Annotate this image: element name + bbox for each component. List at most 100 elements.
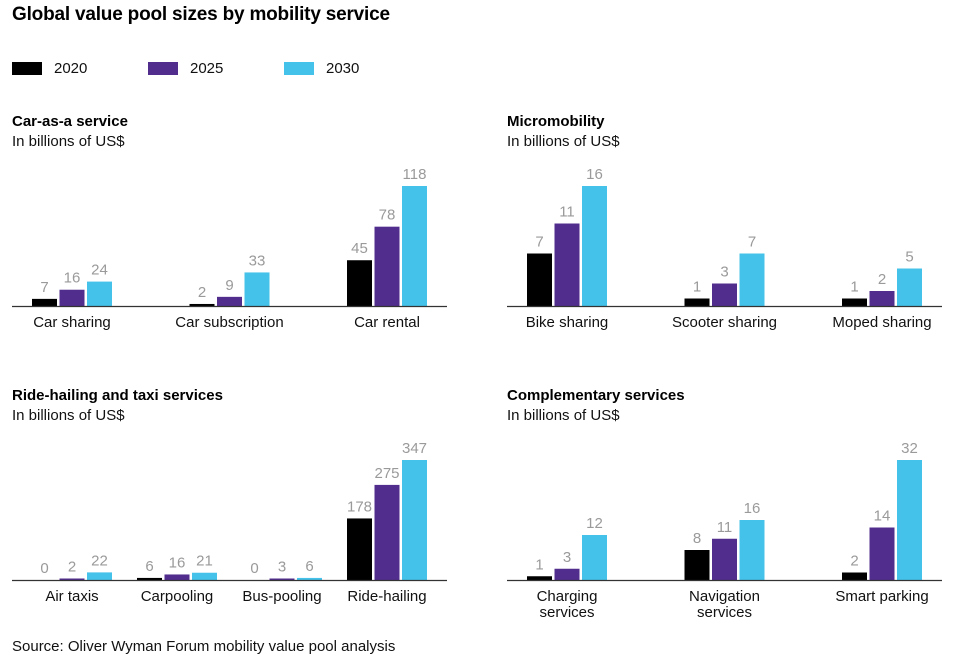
- bar-2030: [87, 572, 112, 580]
- data-label: 33: [249, 252, 266, 269]
- data-label: 178: [347, 498, 372, 515]
- bar-2030: [244, 272, 270, 306]
- bar-2025: [269, 578, 295, 580]
- data-label: 5: [905, 249, 913, 266]
- bar-group-charging-services: 1 3 12: [527, 515, 607, 580]
- bar-chart-svg: 7 16 24 Car sharing 2 9 33 Car subscription 45 78…: [12, 166, 447, 331]
- bar-group-bike-sharing: 7 11 16: [527, 166, 607, 306]
- bar-2025: [869, 291, 895, 306]
- bar-2030: [739, 520, 765, 580]
- bar-group-car-subscription: 2 9 33: [189, 252, 270, 306]
- data-label: 21: [196, 553, 213, 570]
- category-label: Ride-hailing: [347, 588, 426, 605]
- bar-2025: [374, 226, 400, 306]
- category-label: Navigation: [689, 588, 760, 605]
- panel-ride-hailing: Ride-hailing and taxi services In billio…: [12, 387, 452, 637]
- bar-group-carpooling: 6 16 21: [137, 553, 217, 580]
- data-label: 32: [901, 440, 918, 457]
- panel-complementary-services: Complementary services In billions of US…: [507, 387, 947, 637]
- bar-2020: [842, 572, 867, 580]
- bar-2025: [554, 568, 580, 580]
- data-label: 6: [305, 558, 313, 575]
- data-label: 275: [374, 465, 399, 482]
- bar-chart-svg: 1 312Chargingservices81116Navigationservi…: [507, 440, 942, 621]
- data-label: 6: [145, 558, 153, 575]
- category-label: Smart parking: [835, 588, 928, 605]
- category-label: services: [697, 604, 752, 621]
- category-label: Car subscription: [175, 314, 283, 331]
- data-label: 11: [559, 204, 575, 221]
- bar-2025: [869, 527, 895, 580]
- legend-swatch-2020: [12, 62, 42, 75]
- legend-item-2025: 2025: [148, 60, 223, 77]
- bar-2030: [897, 460, 922, 580]
- category-label: Carpooling: [141, 588, 214, 605]
- data-label: 3: [278, 559, 286, 576]
- category-label: Charging: [537, 588, 598, 605]
- bar-2020: [347, 260, 372, 306]
- category-label: Bus-pooling: [242, 588, 321, 605]
- legend-swatch-2025: [148, 62, 178, 75]
- bar-2030: [297, 577, 322, 580]
- data-label: 7: [40, 279, 48, 296]
- legend-item-2030: 2030: [284, 60, 359, 77]
- bar-2020: [347, 518, 372, 580]
- bar-2025: [59, 578, 85, 580]
- bar-2025: [554, 223, 580, 306]
- data-label: 3: [720, 264, 728, 281]
- data-label: 347: [402, 440, 427, 457]
- data-label: 45: [351, 240, 368, 257]
- data-label: 1: [535, 556, 543, 573]
- category-label: Car rental: [354, 314, 420, 331]
- panel-subtitle: In billions of US$: [12, 407, 125, 424]
- bar-group-navigation-services: 8 11 16: [684, 500, 765, 580]
- bar-2020: [137, 577, 162, 580]
- data-label: 0: [250, 560, 258, 577]
- panel-subtitle: In billions of US$: [12, 133, 125, 150]
- bar-2025: [712, 283, 737, 306]
- panel-title: Ride-hailing and taxi services: [12, 387, 223, 404]
- data-label: 14: [874, 508, 891, 525]
- data-label: 0: [40, 560, 48, 577]
- bar-2020: [189, 303, 215, 306]
- data-label: 1: [693, 279, 701, 296]
- panel-title: Complementary services: [507, 387, 685, 404]
- bar-group-scooter-sharing: 1 3 7: [684, 234, 765, 306]
- bar-group-smart-parking: 2 14 32: [842, 440, 922, 580]
- bar-2030: [739, 253, 765, 306]
- bar-group-car-rental: 45 78 118: [347, 166, 427, 306]
- bar-chart-svg: 7 11 16 Bike sharing 1 3 7 Scooter sharing 1 2 5 Mo…: [507, 166, 942, 331]
- bar-2020: [527, 576, 552, 580]
- data-label: 2: [878, 271, 886, 288]
- data-label: 7: [535, 234, 543, 251]
- data-label: 1: [850, 279, 858, 296]
- bar-2020: [684, 298, 710, 306]
- bar-group-bus-pooling: 0 3 6: [250, 558, 322, 580]
- panel-subtitle: In billions of US$: [507, 133, 620, 150]
- category-label: Car sharing: [33, 314, 111, 331]
- category-label: Scooter sharing: [672, 314, 777, 331]
- data-label: 2: [850, 553, 858, 570]
- bar-group-air-taxis: 0 2 22: [40, 552, 112, 580]
- panel-car-as-a-service: Car-as-a service In billions of US$ 7 16 2…: [12, 113, 452, 363]
- bar-2030: [87, 281, 112, 306]
- category-label: Moped sharing: [832, 314, 931, 331]
- bar-2025: [217, 296, 242, 306]
- panel-micromobility: Micromobility In billions of US$ 7 11 16 Bi…: [507, 113, 947, 363]
- legend-swatch-2030: [284, 62, 314, 75]
- bar-2025: [59, 289, 85, 306]
- data-label: 7: [748, 234, 756, 251]
- bar-2030: [582, 535, 607, 580]
- data-label: 16: [169, 554, 186, 571]
- bar-2025: [374, 484, 400, 580]
- legend-label: 2030: [326, 60, 360, 77]
- category-label: Bike sharing: [526, 314, 609, 331]
- legend-label: 2020: [54, 60, 88, 77]
- bar-2030: [192, 572, 217, 580]
- bar-2025: [164, 574, 190, 580]
- category-label: services: [539, 604, 594, 621]
- bar-2020: [527, 253, 552, 306]
- bar-2020: [684, 550, 710, 580]
